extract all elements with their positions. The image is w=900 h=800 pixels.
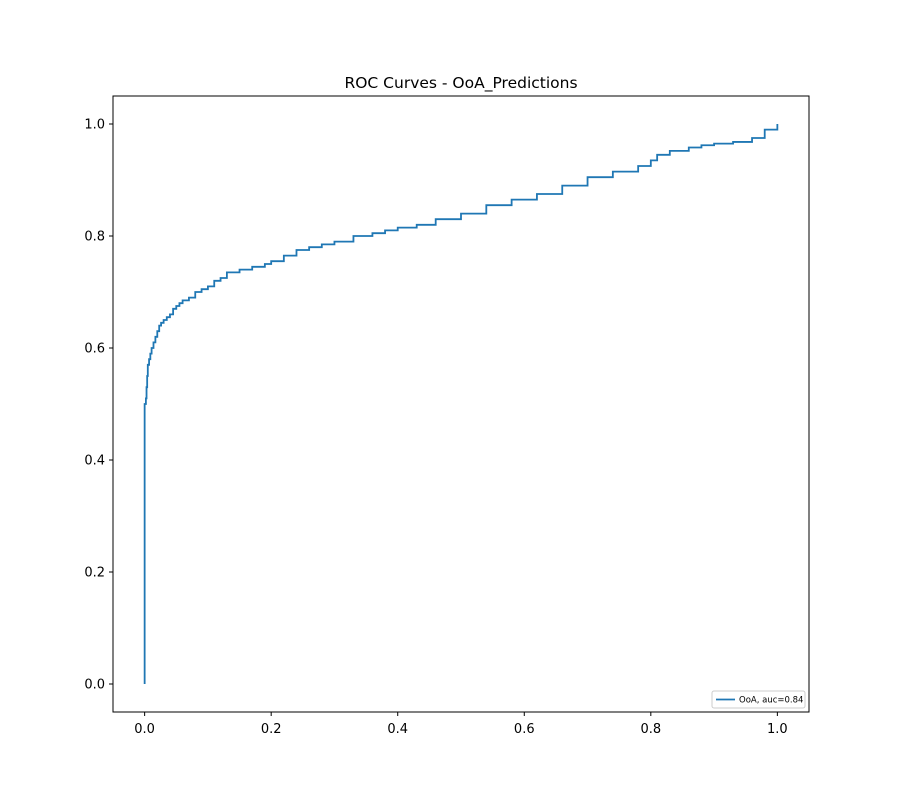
x-tick-label: 0.2 (261, 722, 282, 737)
chart-title: ROC Curves - OoA_Predictions (344, 74, 577, 93)
y-tick-label: 0.8 (84, 230, 105, 245)
y-tick-label: 1.0 (84, 118, 105, 133)
series-layer (143, 124, 779, 684)
y-tick-label: 0.2 (84, 566, 105, 581)
x-tick-label: 0.8 (640, 722, 661, 737)
y-tick-label: 0.6 (84, 342, 105, 357)
x-tick-label: 0.0 (134, 722, 155, 737)
y-axis: 0.0 0.2 0.4 0.6 0.8 1.0 (84, 118, 113, 693)
plot-area-frame (112, 95, 810, 713)
legend-label: OoA, auc=0.84 (739, 696, 803, 706)
y-tick-label: 0.0 (84, 678, 105, 693)
x-tick-label: 1.0 (767, 722, 788, 737)
legend-box (711, 690, 806, 709)
x-axis: 0.0 0.2 0.4 0.6 0.8 1.0 (134, 712, 788, 737)
x-tick-label: 0.6 (514, 722, 535, 737)
roc-curve-line (143, 124, 779, 684)
x-tick-label: 0.4 (387, 722, 408, 737)
legend: OoA, auc=0.84 (711, 690, 806, 709)
y-tick-label: 0.4 (84, 454, 105, 469)
